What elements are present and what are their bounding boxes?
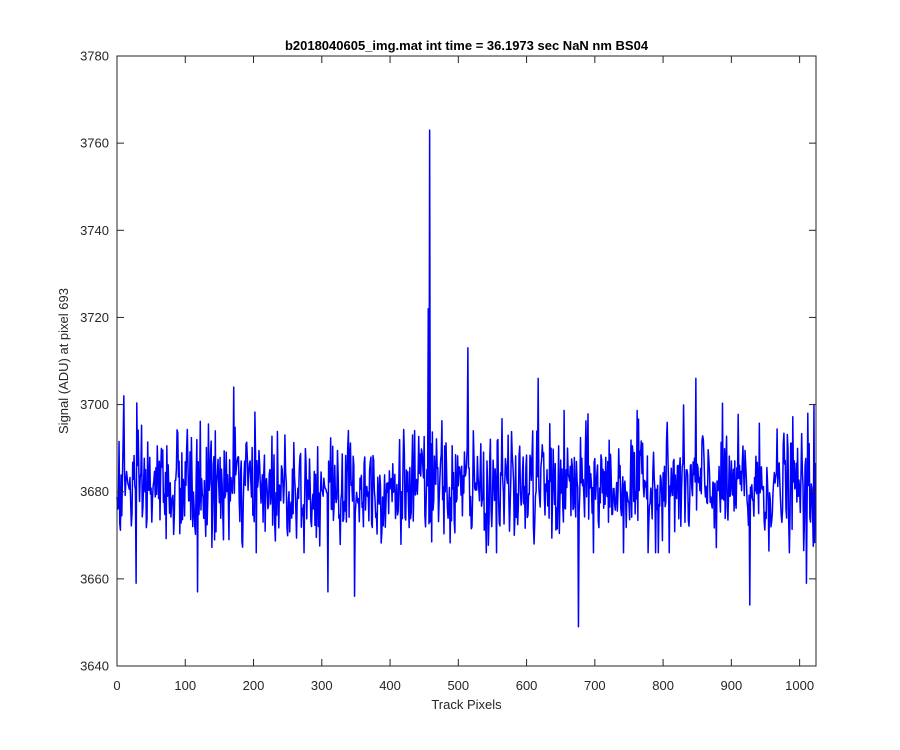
x-tick-label: 0 xyxy=(113,678,120,693)
x-tick-label: 500 xyxy=(447,678,469,693)
y-axis-label: Signal (ADU) at pixel 693 xyxy=(56,288,71,434)
y-tick-label: 3760 xyxy=(80,136,109,151)
y-tick-label: 3700 xyxy=(80,397,109,412)
x-tick-label: 600 xyxy=(516,678,538,693)
x-axis-label: Track Pixels xyxy=(431,697,502,712)
y-tick-label: 3720 xyxy=(80,310,109,325)
series-line xyxy=(116,129,817,628)
x-tick-label: 100 xyxy=(174,678,196,693)
x-tick-label: 400 xyxy=(379,678,401,693)
y-tick-label: 3640 xyxy=(80,659,109,674)
y-tick-label: 3660 xyxy=(80,571,109,586)
plot-area xyxy=(117,56,816,666)
x-tick-label: 200 xyxy=(243,678,265,693)
y-tick-label: 3680 xyxy=(80,484,109,499)
x-tick-label: 900 xyxy=(721,678,743,693)
plot-frame xyxy=(116,55,817,667)
x-tick-label: 800 xyxy=(652,678,674,693)
x-tick-label: 700 xyxy=(584,678,606,693)
y-tick-label: 3740 xyxy=(80,223,109,238)
axis-ticks: 0 100 200 300 400 500 600 700 800 900 1000 3640 3660… xyxy=(80,49,816,693)
y-tick-label: 3780 xyxy=(80,49,109,64)
x-tick-label: 300 xyxy=(311,678,333,693)
chart-title: b2018040605_img.mat int time = 36.1973 s… xyxy=(285,38,649,53)
x-tick-label: 1000 xyxy=(785,678,814,693)
